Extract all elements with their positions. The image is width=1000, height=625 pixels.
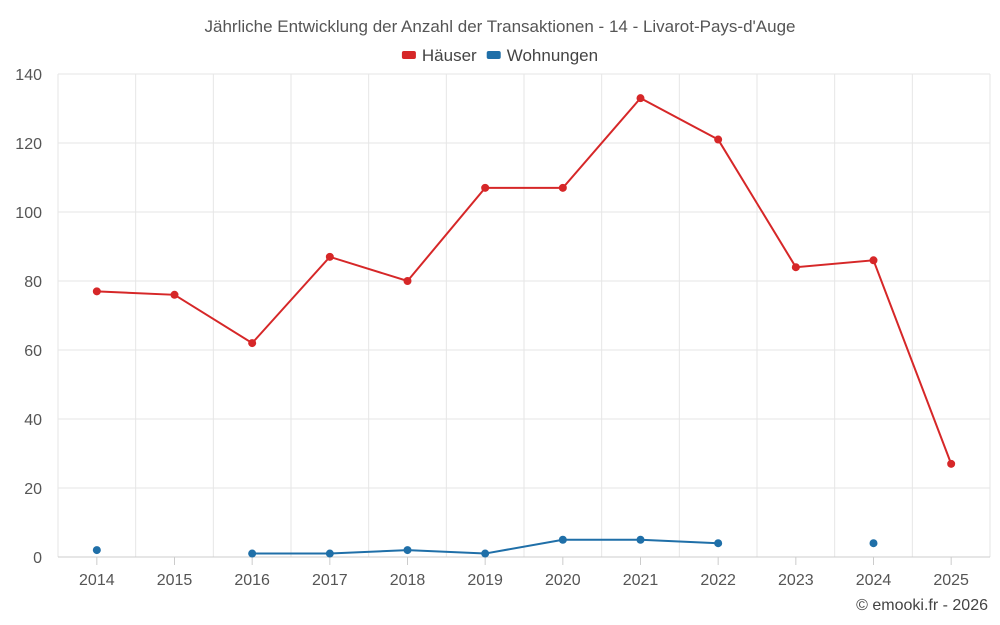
legend-swatch bbox=[486, 51, 501, 59]
x-tick-label: 2019 bbox=[467, 572, 503, 589]
data-point[interactable] bbox=[481, 183, 490, 192]
x-tick-label: 2023 bbox=[778, 572, 814, 589]
data-point[interactable] bbox=[636, 94, 645, 103]
legend-item[interactable]: Wohnungen bbox=[486, 46, 598, 65]
legend-item[interactable]: Häuser bbox=[401, 46, 477, 65]
x-tick-label: 2022 bbox=[700, 572, 736, 589]
legend-label: Häuser bbox=[422, 46, 477, 65]
data-point[interactable] bbox=[636, 535, 645, 544]
data-point[interactable] bbox=[170, 290, 179, 299]
data-point[interactable] bbox=[325, 549, 334, 558]
y-tick-label: 80 bbox=[24, 274, 42, 291]
x-tick-label: 2016 bbox=[234, 572, 270, 589]
x-tick-label: 2018 bbox=[390, 572, 426, 589]
data-point[interactable] bbox=[403, 277, 412, 285]
legend-swatch bbox=[401, 51, 416, 59]
x-tick-label: 2015 bbox=[157, 572, 193, 589]
legend-label: Wohnungen bbox=[507, 46, 598, 65]
data-point[interactable] bbox=[791, 263, 800, 272]
y-tick-label: 120 bbox=[15, 136, 42, 153]
x-tick-label: 2021 bbox=[623, 572, 659, 589]
credit-text: © emooki.fr - 2026 bbox=[856, 597, 988, 614]
axes: 0 20 40 60 80 100 120 140 2014 2015 2016 2017 2018 20… bbox=[15, 67, 990, 589]
series-layer bbox=[92, 94, 956, 558]
data-point[interactable] bbox=[714, 135, 723, 144]
chart-title: Jährliche Entwicklung der Anzahl der Tra… bbox=[205, 17, 796, 36]
data-point[interactable] bbox=[558, 183, 567, 192]
data-point[interactable] bbox=[869, 256, 878, 265]
series-line bbox=[96, 96, 953, 465]
y-tick-label: 100 bbox=[15, 205, 42, 222]
data-point[interactable] bbox=[947, 459, 956, 468]
data-point[interactable] bbox=[481, 549, 490, 558]
x-tick-label: 2017 bbox=[312, 572, 348, 589]
data-point[interactable] bbox=[248, 339, 257, 348]
x-tick-label: 2024 bbox=[856, 572, 892, 589]
x-tick-label: 2014 bbox=[79, 572, 115, 589]
series-1 bbox=[92, 535, 878, 558]
grid bbox=[57, 73, 991, 557]
series-0 bbox=[92, 94, 956, 468]
data-point[interactable] bbox=[869, 539, 878, 548]
x-tick-label: 2025 bbox=[933, 572, 969, 589]
data-point[interactable] bbox=[558, 535, 567, 544]
y-tick-label: 140 bbox=[15, 67, 42, 84]
legend: Häuser Wohnungen bbox=[401, 46, 598, 65]
y-tick-label: 0 bbox=[33, 550, 42, 567]
y-tick-label: 60 bbox=[24, 343, 42, 360]
data-point[interactable] bbox=[92, 546, 101, 555]
data-point[interactable] bbox=[403, 546, 412, 555]
data-point[interactable] bbox=[248, 549, 257, 558]
x-tick-label: 2020 bbox=[545, 572, 581, 589]
y-tick-label: 20 bbox=[24, 481, 42, 498]
data-point[interactable] bbox=[714, 539, 723, 548]
y-tick-label: 40 bbox=[24, 412, 42, 429]
data-point[interactable] bbox=[92, 287, 101, 296]
data-point[interactable] bbox=[325, 252, 334, 261]
